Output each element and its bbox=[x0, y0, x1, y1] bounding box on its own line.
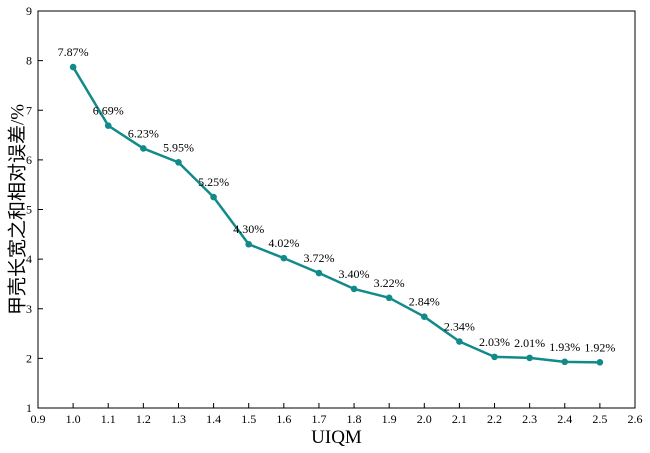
data-point bbox=[315, 269, 323, 277]
x-tick-label: 1.5 bbox=[241, 412, 256, 426]
y-tick-label: 4 bbox=[26, 252, 32, 266]
data-label: 6.23% bbox=[128, 126, 159, 140]
x-tick-label: 1.6 bbox=[276, 412, 291, 426]
data-point bbox=[245, 240, 253, 248]
plot-frame bbox=[37, 10, 636, 409]
data-point bbox=[104, 122, 112, 129]
data-label: 3.22% bbox=[374, 276, 405, 290]
data-point bbox=[140, 145, 147, 152]
data-label: 6.69% bbox=[93, 104, 124, 118]
x-tick-label: 0.9 bbox=[31, 412, 46, 426]
data-label: 2.03% bbox=[479, 335, 510, 349]
y-tick-label: 6 bbox=[26, 153, 32, 167]
data-point bbox=[280, 254, 288, 262]
data-label: 7.87% bbox=[58, 45, 89, 59]
x-tick-label: 2.4 bbox=[557, 412, 572, 426]
data-point bbox=[385, 294, 393, 302]
data-point bbox=[210, 193, 217, 201]
y-tick-label: 2 bbox=[26, 351, 32, 365]
data-point bbox=[561, 358, 569, 366]
data-label: 4.02% bbox=[268, 236, 299, 250]
data-labels: 7.87% 6.69% 6.23% 5.95% 5.25% 4.30% 4.02% 3.72%… bbox=[58, 45, 616, 354]
data-label: 5.25% bbox=[198, 175, 229, 189]
x-axis-title: UIQM bbox=[311, 427, 362, 448]
y-tick-label: 1 bbox=[26, 401, 32, 415]
data-label: 4.30% bbox=[233, 222, 264, 236]
data-label: 1.92% bbox=[584, 340, 615, 354]
x-tick-label: 1.4 bbox=[206, 412, 221, 426]
x-tick-label: 1.1 bbox=[101, 412, 116, 426]
y-tick-label: 3 bbox=[26, 302, 32, 316]
data-label: 3.40% bbox=[339, 267, 370, 281]
x-tick-label: 1.8 bbox=[347, 412, 362, 426]
y-tick-label: 5 bbox=[26, 203, 32, 217]
data-point bbox=[69, 63, 77, 71]
data-label: 3.72% bbox=[303, 251, 334, 265]
y-axis-title: 甲壳长宽之和相对误差/% bbox=[6, 104, 28, 315]
data-label: 5.95% bbox=[163, 140, 194, 154]
x-tick-label: 2.0 bbox=[417, 412, 432, 426]
x-tick-label: 2.3 bbox=[522, 412, 537, 426]
y-tick-label: 7 bbox=[26, 103, 32, 117]
data-point bbox=[491, 353, 498, 361]
y-tick-label: 9 bbox=[26, 4, 32, 18]
data-label: 2.34% bbox=[444, 320, 475, 334]
x-tick-label: 2.6 bbox=[628, 412, 643, 426]
y-axis: 1 2 3 4 5 6 7 8 9 bbox=[26, 4, 43, 415]
x-tick-label: 2.5 bbox=[592, 412, 607, 426]
data-point bbox=[456, 338, 463, 345]
x-tick-label: 1.9 bbox=[382, 412, 397, 426]
x-tick-label: 2.1 bbox=[452, 412, 467, 426]
data-label: 2.01% bbox=[514, 336, 545, 350]
data-point bbox=[526, 354, 533, 362]
data-point bbox=[350, 285, 358, 293]
x-tick-label: 1.0 bbox=[66, 412, 81, 426]
data-point bbox=[420, 313, 428, 320]
data-points bbox=[69, 63, 604, 366]
x-tick-label: 1.3 bbox=[171, 412, 186, 426]
data-label: 2.84% bbox=[409, 295, 440, 309]
x-tick-label: 1.2 bbox=[136, 412, 151, 426]
x-tick-label: 1.7 bbox=[311, 412, 326, 426]
data-point bbox=[596, 359, 604, 366]
x-axis: 0.9 1.0 1.1 1.2 1.3 1.4 1.5 1.6 1.7 1.8 1.9 2.0 2.1 2… bbox=[31, 403, 643, 426]
data-point bbox=[175, 159, 182, 166]
y-tick-label: 8 bbox=[26, 54, 32, 68]
x-tick-label: 2.2 bbox=[487, 412, 502, 426]
series-line bbox=[72, 66, 600, 364]
data-label: 1.93% bbox=[549, 340, 580, 354]
